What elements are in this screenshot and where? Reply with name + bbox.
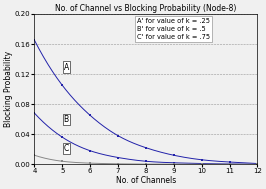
X-axis label: No. of Channels: No. of Channels	[116, 176, 176, 185]
Text: A: A	[64, 63, 69, 72]
Text: A' for value of k = .25
B' for value of k = .5
C' for value of k = .75: A' for value of k = .25 B' for value of …	[137, 19, 210, 40]
Title: No. of Channel vs Blocking Probability (Node-8): No. of Channel vs Blocking Probability (…	[55, 4, 237, 13]
Text: B: B	[64, 115, 69, 124]
Text: C: C	[64, 144, 69, 153]
Y-axis label: Blocking Probability: Blocking Probability	[4, 51, 13, 127]
